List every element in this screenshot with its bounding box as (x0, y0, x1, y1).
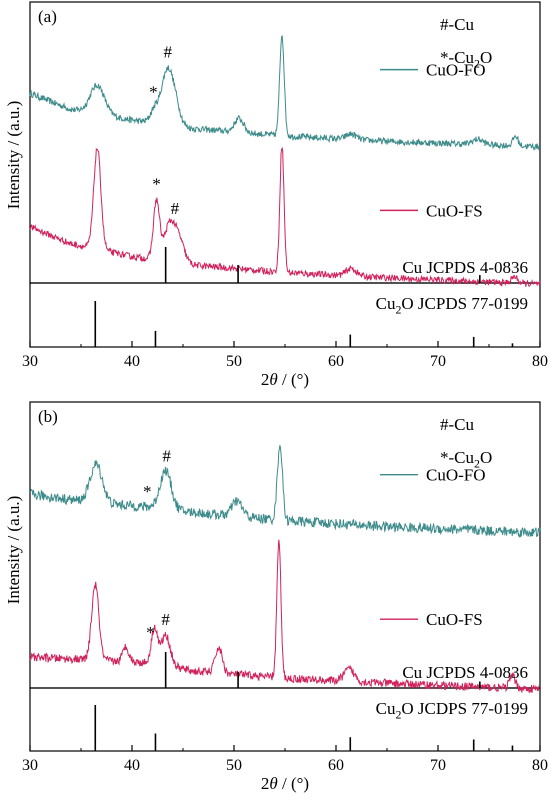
plot-frame-reference (29, 282, 541, 348)
x-tick-label: 80 (532, 353, 548, 370)
panel-a: (a) Intensity / (a.u.) 30 40 50 60 70 80 2θ / (°… (4, 1, 548, 389)
x-tick-label: 40 (124, 757, 140, 774)
peak-marker-cu: # (161, 610, 170, 629)
x-tick-label: 80 (532, 757, 548, 774)
peak-marker-cu2o: * (152, 175, 161, 194)
legend-label-cuo-fo: CuO-FO (426, 466, 486, 485)
panel-label: (b) (38, 407, 58, 426)
legend-label-cuo-fs: CuO-FS (426, 610, 483, 629)
x-tick-label: 60 (328, 757, 344, 774)
x-tick-label: 50 (226, 757, 242, 774)
x-axis-label: 2θ / (°) (261, 774, 309, 793)
peak-marker-cu: # (171, 199, 180, 218)
plot-frame-reference (29, 687, 541, 752)
peak-marker-cu2o: * (146, 623, 155, 642)
peak-marker-cu2o: * (149, 83, 158, 102)
y-axis-label: Intensity / (a.u.) (4, 496, 23, 605)
series-line-cuo-fs (29, 539, 541, 693)
reference-label-cu: Cu JCPDS 4-0836 (402, 258, 528, 277)
y-axis-label: Intensity / (a.u.) (4, 101, 23, 210)
plot-frame-upper (29, 401, 541, 689)
x-tick-label: 70 (430, 757, 446, 774)
series-line-cuo-fo (29, 34, 541, 151)
x-axis-label: 2θ / (°) (261, 370, 309, 389)
x-tick-label: 30 (22, 353, 38, 370)
peak-marker-cu2o: * (143, 482, 152, 501)
peak-marker-cu: # (162, 446, 171, 465)
series-line-cuo-fo (29, 445, 541, 538)
marker-legend-cu: #-Cu (440, 415, 475, 434)
reference-label-cu2o: Cu2O JCPDS 77-0199 (376, 294, 528, 316)
legend-label-cuo-fs: CuO-FS (426, 201, 483, 220)
peak-marker-cu: # (163, 43, 172, 62)
reference-label-cu2o: Cu2O JCDPS 77-0199 (376, 699, 528, 721)
x-tick-label: 60 (328, 353, 344, 370)
reference-label-cu: Cu JCPDS 4-0836 (402, 663, 528, 682)
x-tick-label: 30 (22, 757, 38, 774)
x-tick-label: 70 (430, 353, 446, 370)
x-tick-label: 40 (124, 353, 140, 370)
panel-b: (b) Intensity / (a.u.) 30 40 50 60 70 80 2θ / (°… (4, 401, 548, 793)
marker-legend-cu: #-Cu (440, 15, 475, 34)
marker-legend-cu2o: *-Cu2O (440, 448, 492, 470)
x-tick-label: 50 (226, 353, 242, 370)
panel-label: (a) (38, 7, 57, 26)
series-line-cuo-fs (29, 146, 541, 288)
marker-legend-cu2o: *-Cu2O (440, 48, 492, 70)
legend-label-cuo-fo: CuO-FO (426, 61, 486, 80)
